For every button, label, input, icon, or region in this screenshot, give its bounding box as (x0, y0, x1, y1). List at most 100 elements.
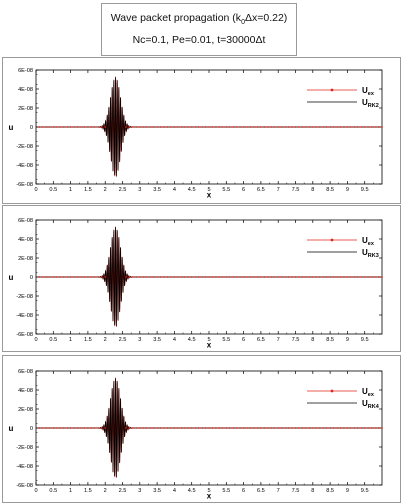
series-exact-marker (187, 427, 190, 429)
series-exact-marker (374, 276, 376, 278)
series-exact-marker (104, 276, 107, 278)
series-exact-marker (187, 276, 190, 278)
series-exact-marker (180, 276, 183, 278)
series-exact-marker (381, 276, 383, 278)
series-exact-marker (322, 276, 325, 278)
series-exact-marker (239, 126, 242, 128)
series-exact-marker (360, 427, 363, 429)
series-exact-marker (83, 126, 86, 128)
series-exact-marker (80, 427, 82, 429)
y-tick-label: 4E-08 (18, 388, 33, 394)
series-exact-marker (163, 427, 165, 429)
x-tick-label: 7.5 (292, 488, 300, 494)
series-exact-marker (263, 276, 266, 278)
series-exact-marker (270, 427, 273, 429)
series-exact-marker (221, 276, 224, 278)
series-exact-marker (367, 126, 370, 128)
series-exact-marker (93, 276, 96, 278)
series-exact-marker (215, 427, 217, 429)
legend-label-main: U (362, 98, 368, 107)
series-exact-marker (125, 126, 127, 128)
panel-frame (2, 205, 401, 352)
series-exact-marker (93, 427, 96, 429)
series-exact-marker (138, 276, 141, 278)
series-exact-marker (87, 126, 89, 128)
series-exact-marker (104, 126, 107, 128)
series-exact-marker (228, 126, 231, 128)
series-exact-marker (38, 276, 41, 278)
series-exact-marker (225, 126, 228, 128)
series-exact-marker (332, 276, 335, 278)
chart-title: Wave packet propagation (k0Δx=0.22) (110, 12, 288, 27)
y-tick-label: 4E-08 (18, 237, 33, 243)
series-exact-marker (173, 427, 176, 429)
series-exact-marker (370, 276, 373, 278)
legend-label-sub: RK3 (368, 253, 379, 259)
x-tick-label: 0.5 (49, 488, 57, 494)
chart-subtitle: Nc=0.1, Pe=0.01, t=30000Δt (132, 34, 266, 46)
legend-label-main: U (362, 387, 368, 396)
legend-label: URK3 (362, 248, 379, 259)
series-exact-marker (284, 126, 287, 128)
x-tick-label: 4.5 (188, 337, 196, 343)
series-exact-marker (221, 126, 224, 128)
series-exact-marker (284, 276, 287, 278)
series-exact-marker (235, 276, 238, 278)
x-tick-label: 9 (346, 187, 349, 193)
series-exact-marker (176, 126, 179, 128)
y-tick-label: 2E-08 (18, 407, 33, 413)
series-exact-marker (287, 126, 290, 128)
x-tick-label: 7 (277, 187, 280, 193)
x-tick-label: 0 (34, 337, 37, 343)
x-tick-label: 2 (104, 187, 107, 193)
series-exact-marker (249, 276, 252, 278)
series-exact-marker (204, 276, 207, 278)
series-exact-marker (38, 427, 41, 429)
series-exact-marker (201, 276, 203, 278)
x-tick-label: 9 (346, 337, 349, 343)
series-exact-marker (190, 276, 193, 278)
series-exact-marker (166, 126, 169, 128)
series-exact-marker (253, 126, 255, 128)
series-exact-marker (166, 276, 169, 278)
series-exact-marker (256, 427, 259, 429)
y-tick-label: 0 (30, 426, 33, 432)
x-tick-label: 7.5 (292, 337, 300, 343)
series-exact-marker (311, 276, 314, 278)
x-tick-label: 4 (173, 337, 176, 343)
series-exact-marker (76, 276, 79, 278)
series-exact-marker (197, 427, 200, 429)
series-exact-marker (349, 126, 352, 128)
series-exact-marker (187, 126, 190, 128)
series-exact-marker (80, 126, 82, 128)
x-tick-label: 8 (311, 187, 314, 193)
series-exact-marker (73, 126, 75, 128)
x-tick-label: 3.5 (153, 187, 161, 193)
series-exact-marker (159, 126, 162, 128)
series-exact-marker (336, 427, 338, 429)
x-tick-label: 1.5 (84, 187, 92, 193)
series-exact-marker (170, 276, 172, 278)
series-exact-marker (377, 276, 380, 278)
series-exact-marker (159, 276, 162, 278)
series-exact-marker (298, 427, 300, 429)
series-exact-marker (194, 276, 197, 278)
series-exact-marker (273, 276, 276, 278)
series-exact-marker (353, 427, 356, 429)
series-exact-marker (149, 276, 152, 278)
series-exact-marker (346, 276, 349, 278)
series-exact-marker (246, 276, 248, 278)
y-tick-label: -2E-08 (16, 294, 33, 300)
x-tick-label: 5.5 (222, 187, 230, 193)
series-exact-marker (270, 276, 273, 278)
series-exact-marker (197, 276, 200, 278)
series-exact-marker (356, 427, 359, 429)
series-exact-marker (87, 276, 89, 278)
series-exact-marker (69, 126, 72, 128)
x-tick-label: 7.5 (292, 187, 300, 193)
series-exact-marker (301, 276, 304, 278)
series-exact-marker (228, 427, 231, 429)
series-exact-marker (90, 276, 93, 278)
